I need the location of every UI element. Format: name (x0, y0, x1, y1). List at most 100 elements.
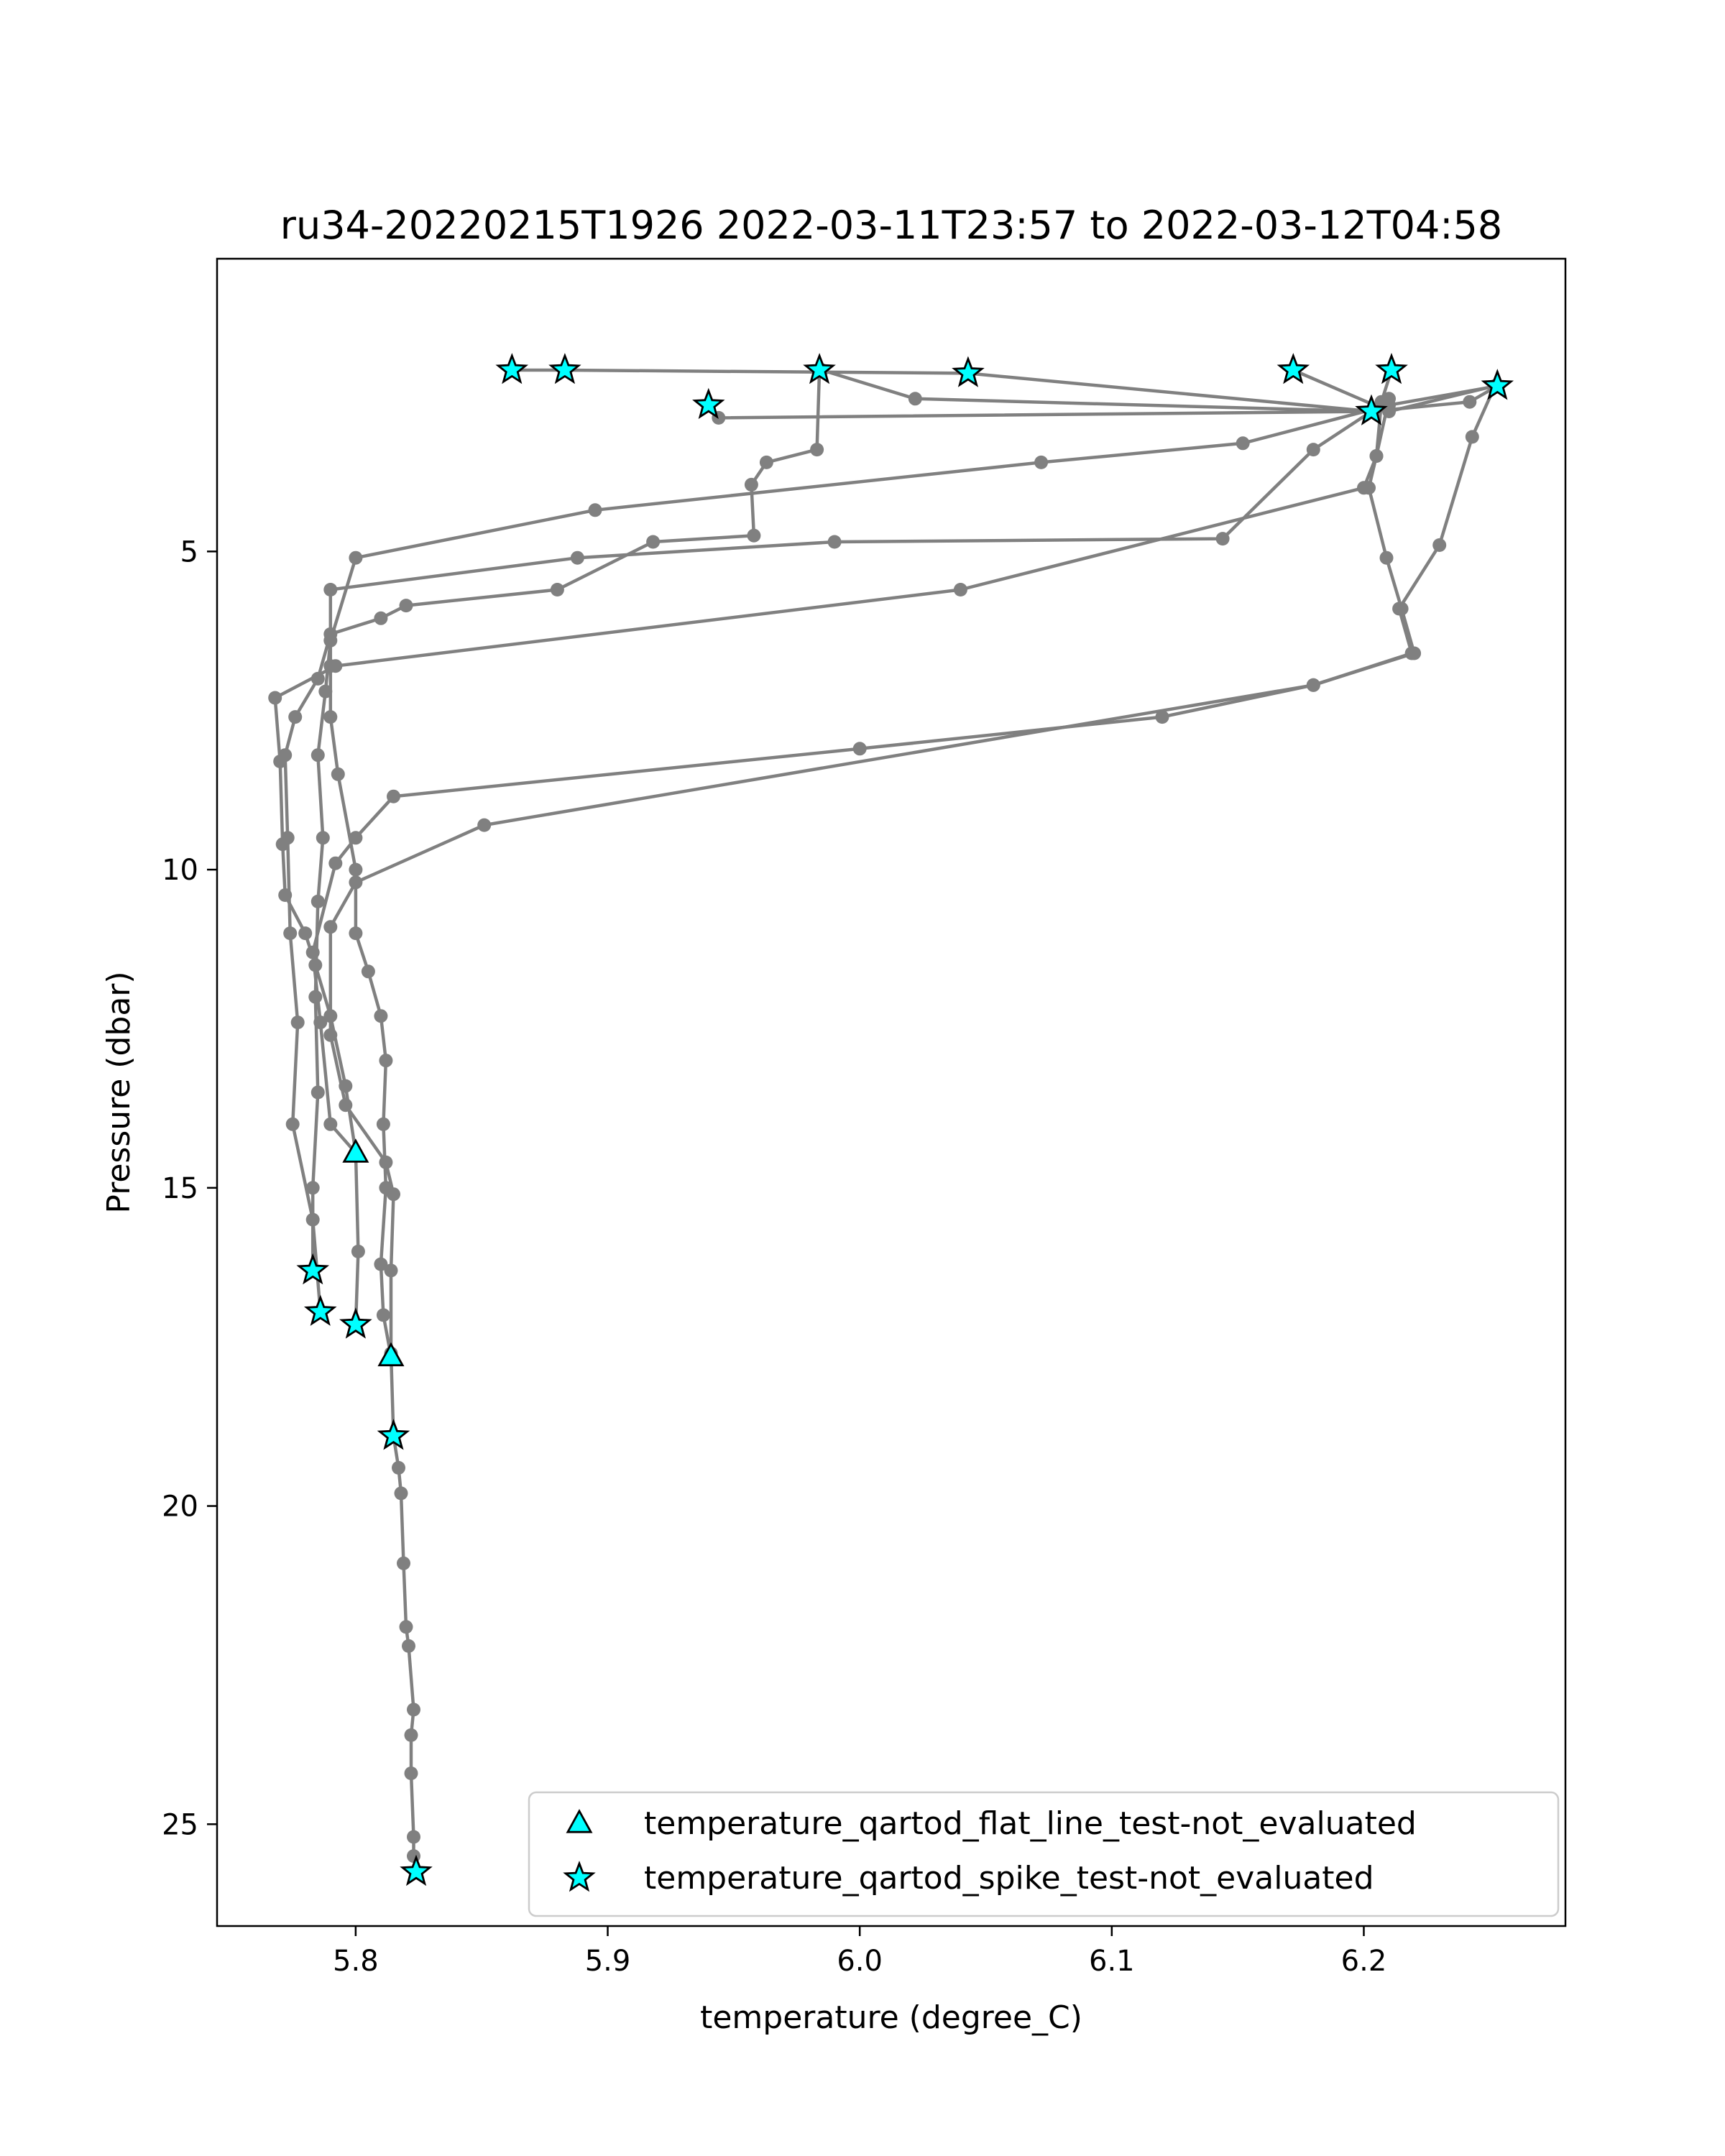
star-marker (952, 356, 985, 387)
data-point (399, 599, 413, 613)
data-point (351, 1244, 365, 1258)
data-point (1215, 532, 1230, 546)
data-point (387, 1187, 400, 1202)
data-point (1306, 443, 1320, 457)
star-marker (296, 1253, 330, 1285)
data-point (323, 1117, 338, 1131)
data-point (323, 710, 338, 724)
star-marker (548, 353, 581, 384)
data-point (275, 837, 290, 852)
data-point (384, 1263, 398, 1278)
data-point (1155, 710, 1169, 724)
data-point (323, 659, 338, 673)
x-tick-label: 5.9 (585, 1945, 631, 1978)
legend-box (528, 1791, 1560, 1917)
star-marker (692, 387, 725, 419)
data-point (376, 1117, 390, 1131)
data-point (316, 831, 330, 845)
star-marker (377, 1419, 410, 1450)
data-point (361, 964, 375, 979)
data-point (1236, 436, 1250, 451)
data-point (827, 535, 842, 549)
data-point (588, 503, 602, 517)
x-tick-label: 6.0 (837, 1945, 883, 1978)
plot-area (216, 257, 1567, 1927)
data-point (1394, 602, 1409, 616)
y-tick-label: 10 (162, 854, 198, 887)
data-point (908, 392, 922, 406)
data-point (349, 862, 363, 877)
data-point (1432, 538, 1447, 552)
flag-markers-star (296, 353, 1514, 1886)
star-marker (1375, 353, 1408, 384)
data-point (331, 767, 345, 781)
data-point (310, 894, 325, 908)
data-point (387, 789, 400, 803)
data-point (298, 926, 313, 941)
star-marker (1481, 369, 1514, 400)
x-axis: 5.8 5.9 6.0 6.1 6.2 (333, 1926, 1386, 1978)
data-point (402, 1639, 415, 1653)
data-point (268, 691, 282, 705)
legend-triangle-icon (566, 1809, 593, 1833)
data-point (1379, 550, 1394, 565)
data-point (1034, 455, 1049, 469)
data-point (394, 1486, 408, 1501)
flag-markers-triangle (342, 1138, 405, 1367)
star-marker (803, 353, 836, 384)
data-point (349, 550, 363, 565)
data-point (1382, 392, 1396, 406)
data-point (744, 477, 758, 492)
data-point (290, 1015, 305, 1030)
data-point (477, 818, 492, 832)
data-point (349, 926, 363, 941)
data-point (399, 1620, 413, 1634)
data-point (1306, 678, 1320, 692)
triangle-marker (377, 1342, 405, 1367)
data-point (379, 1155, 393, 1169)
star-marker (339, 1307, 372, 1339)
data-point (404, 1728, 418, 1742)
data-point (392, 1460, 405, 1475)
data-point (374, 1257, 388, 1271)
data-point (313, 1015, 328, 1030)
x-tick-label: 5.8 (333, 1945, 379, 1978)
data-point (374, 1009, 388, 1023)
data-point (953, 583, 967, 596)
star-marker (303, 1294, 337, 1326)
data-point (570, 550, 584, 565)
chart-title: ru34-20220215T1926 2022-03-11T23:57 to 2… (280, 203, 1502, 248)
y-tick-label: 20 (162, 1491, 198, 1524)
data-point (328, 856, 343, 870)
y-axis: 5 10 15 20 25 (162, 535, 217, 1841)
legend-star-icon (563, 1861, 596, 1892)
data-point (852, 742, 867, 756)
data-point (1362, 481, 1376, 495)
data-point (349, 831, 363, 845)
data-point (407, 1703, 420, 1717)
data-point (323, 583, 338, 596)
triangle-marker (342, 1138, 369, 1163)
axes-frame (216, 257, 1567, 1927)
y-tick-label: 15 (162, 1172, 198, 1205)
legend-entries: temperature_qartod_flat_line_test-not_ev… (563, 1805, 1417, 1897)
star-marker (1355, 394, 1388, 425)
data-point (747, 528, 761, 543)
star-marker (400, 1854, 433, 1886)
x-tick-label: 6.2 (1341, 1945, 1387, 1978)
legend: temperature_qartod_flat_line_test-not_ev… (528, 1791, 1560, 1917)
data-point (349, 875, 363, 890)
data-point (397, 1556, 410, 1570)
legend-label: temperature_qartod_flat_line_test-not_ev… (644, 1805, 1417, 1842)
series-layer (268, 363, 1504, 1879)
data-point (810, 443, 824, 457)
data-point (288, 710, 303, 724)
data-point (285, 1117, 300, 1131)
data-point (323, 1028, 338, 1042)
data-point (305, 1181, 320, 1195)
y-axis-label: Pressure (dbar) (101, 971, 137, 1213)
data-point (404, 1766, 418, 1780)
data-point (407, 1830, 420, 1844)
y-tick-label: 25 (162, 1808, 198, 1841)
